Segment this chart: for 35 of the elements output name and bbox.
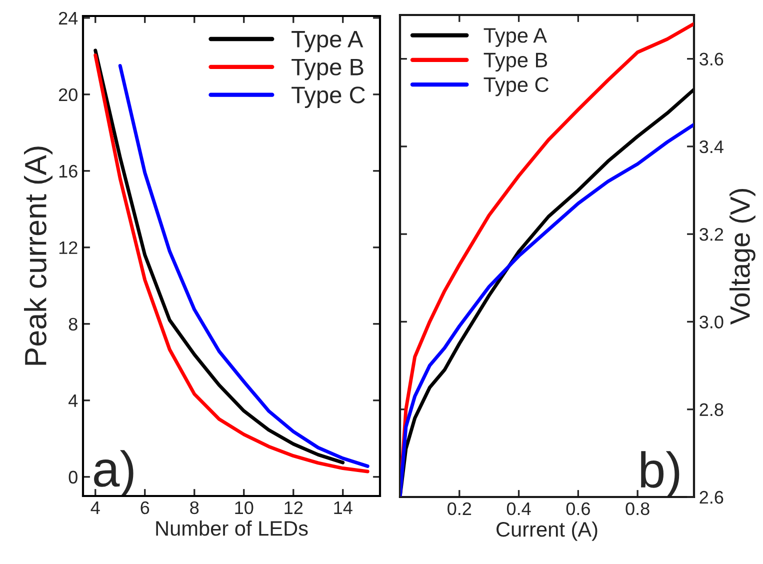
x-axis-title: Number of LEDs <box>156 520 308 536</box>
y-axis-title: Peak current (A) <box>24 146 52 365</box>
y-tick-label: 24 <box>58 12 78 24</box>
y2-tick-label: 3.6 <box>700 52 724 66</box>
y2-tick-label: 3.2 <box>700 228 724 241</box>
x-tick-label: 0.2 <box>448 502 472 516</box>
y2-axis-title: Voltage (V) <box>730 189 756 325</box>
y2-tick-label: 2.8 <box>700 403 724 416</box>
y2-tick-label: 3.0 <box>700 316 724 328</box>
y-tick-label: 16 <box>59 164 78 178</box>
x-axis-title: Current (A) <box>496 521 598 541</box>
legend-label: Type A <box>292 31 364 52</box>
x-tick-label: 0.8 <box>626 502 650 516</box>
legend-label: Type A <box>484 28 547 47</box>
legend-label: Type C <box>292 86 365 108</box>
y-tick-label: 4 <box>68 394 78 407</box>
x-tick-label: 14 <box>334 502 352 514</box>
y-tick-label: 8 <box>68 318 78 331</box>
legend-label: Type C <box>484 77 549 96</box>
x-tick-label: 4 <box>90 502 100 514</box>
annotation: a) <box>94 450 134 497</box>
x-tick-label: 12 <box>284 501 303 514</box>
x-tick-label: 0.4 <box>506 502 531 516</box>
x-tick-label: 8 <box>190 501 199 514</box>
annotation: b) <box>641 451 680 498</box>
y-tick-label: 20 <box>58 88 78 102</box>
x-tick-label: 0.6 <box>566 502 590 516</box>
x-tick-label: 6 <box>140 501 150 514</box>
legend-label: Type B <box>292 58 364 80</box>
y2-tick-label: 2.6 <box>700 490 724 504</box>
legend-label: Type B <box>484 52 548 72</box>
y2-tick-label: 3.4 <box>700 140 724 154</box>
x-tick-label: 10 <box>235 501 254 514</box>
y-tick-label: 0 <box>68 470 78 484</box>
y-tick-label: 12 <box>59 241 78 254</box>
